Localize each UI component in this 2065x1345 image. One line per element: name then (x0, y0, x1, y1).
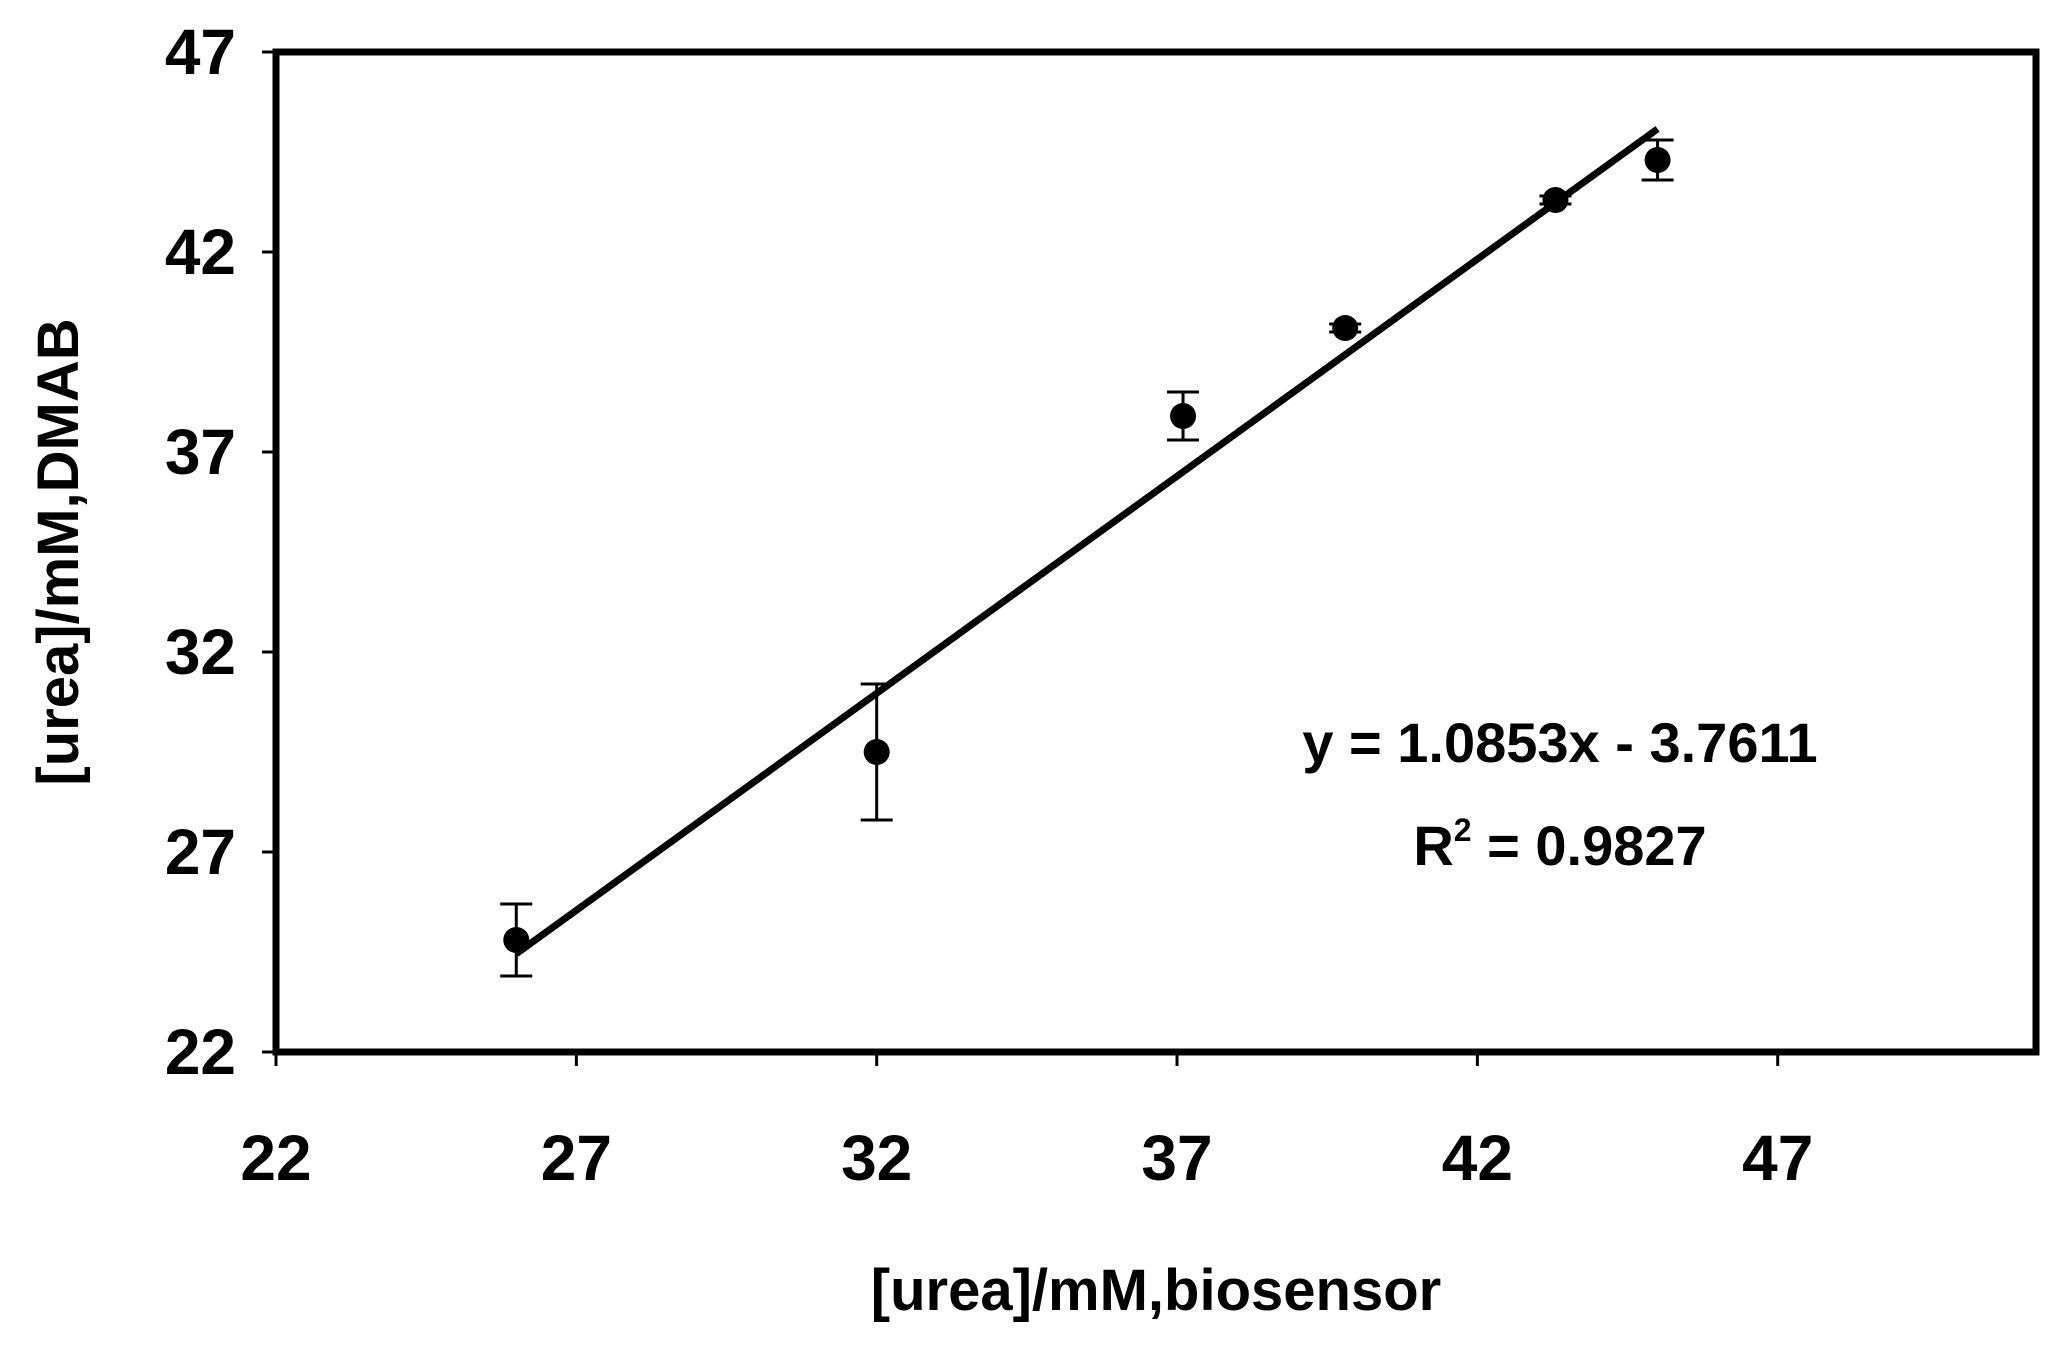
x-tick-label: 42 (1442, 1122, 1513, 1194)
data-point (1332, 315, 1359, 341)
x-tick-label: 22 (240, 1122, 311, 1194)
y-axis-title: [urea]/mM,DMAB (26, 318, 91, 785)
trendline (514, 126, 1660, 957)
y-tick-label: 22 (165, 1016, 236, 1088)
plot-frame (272, 48, 2040, 1056)
x-tick-label: 47 (1742, 1122, 1813, 1194)
data-point (1644, 147, 1671, 173)
x-tick-label: 32 (841, 1122, 912, 1194)
data-point (503, 927, 530, 953)
y-tick-label: 42 (165, 216, 236, 288)
x-tick-label: 27 (541, 1122, 612, 1194)
y-tick-label: 37 (165, 416, 236, 488)
y-tick-label: 47 (165, 16, 236, 88)
trendline-equation: y = 1.0853x - 3.7611 (1302, 711, 1817, 774)
x-tick-label: 37 (1141, 1122, 1212, 1194)
y-axis-ticks: 22 27 32 37 42 47 (165, 16, 276, 1088)
x-axis-ticks: 22 27 32 37 42 47 (240, 1052, 1813, 1194)
y-tick-label: 32 (165, 616, 236, 688)
data-point (1170, 403, 1197, 429)
y-tick-label: 27 (165, 816, 236, 888)
data-point (1542, 187, 1569, 213)
x-axis-title: [urea]/mM,biosensor (871, 1258, 1441, 1323)
trendline-group (514, 126, 1660, 957)
r-squared-label: R2 = 0.9827 (1413, 812, 1706, 877)
data-points (503, 147, 1671, 953)
data-point (863, 739, 890, 765)
